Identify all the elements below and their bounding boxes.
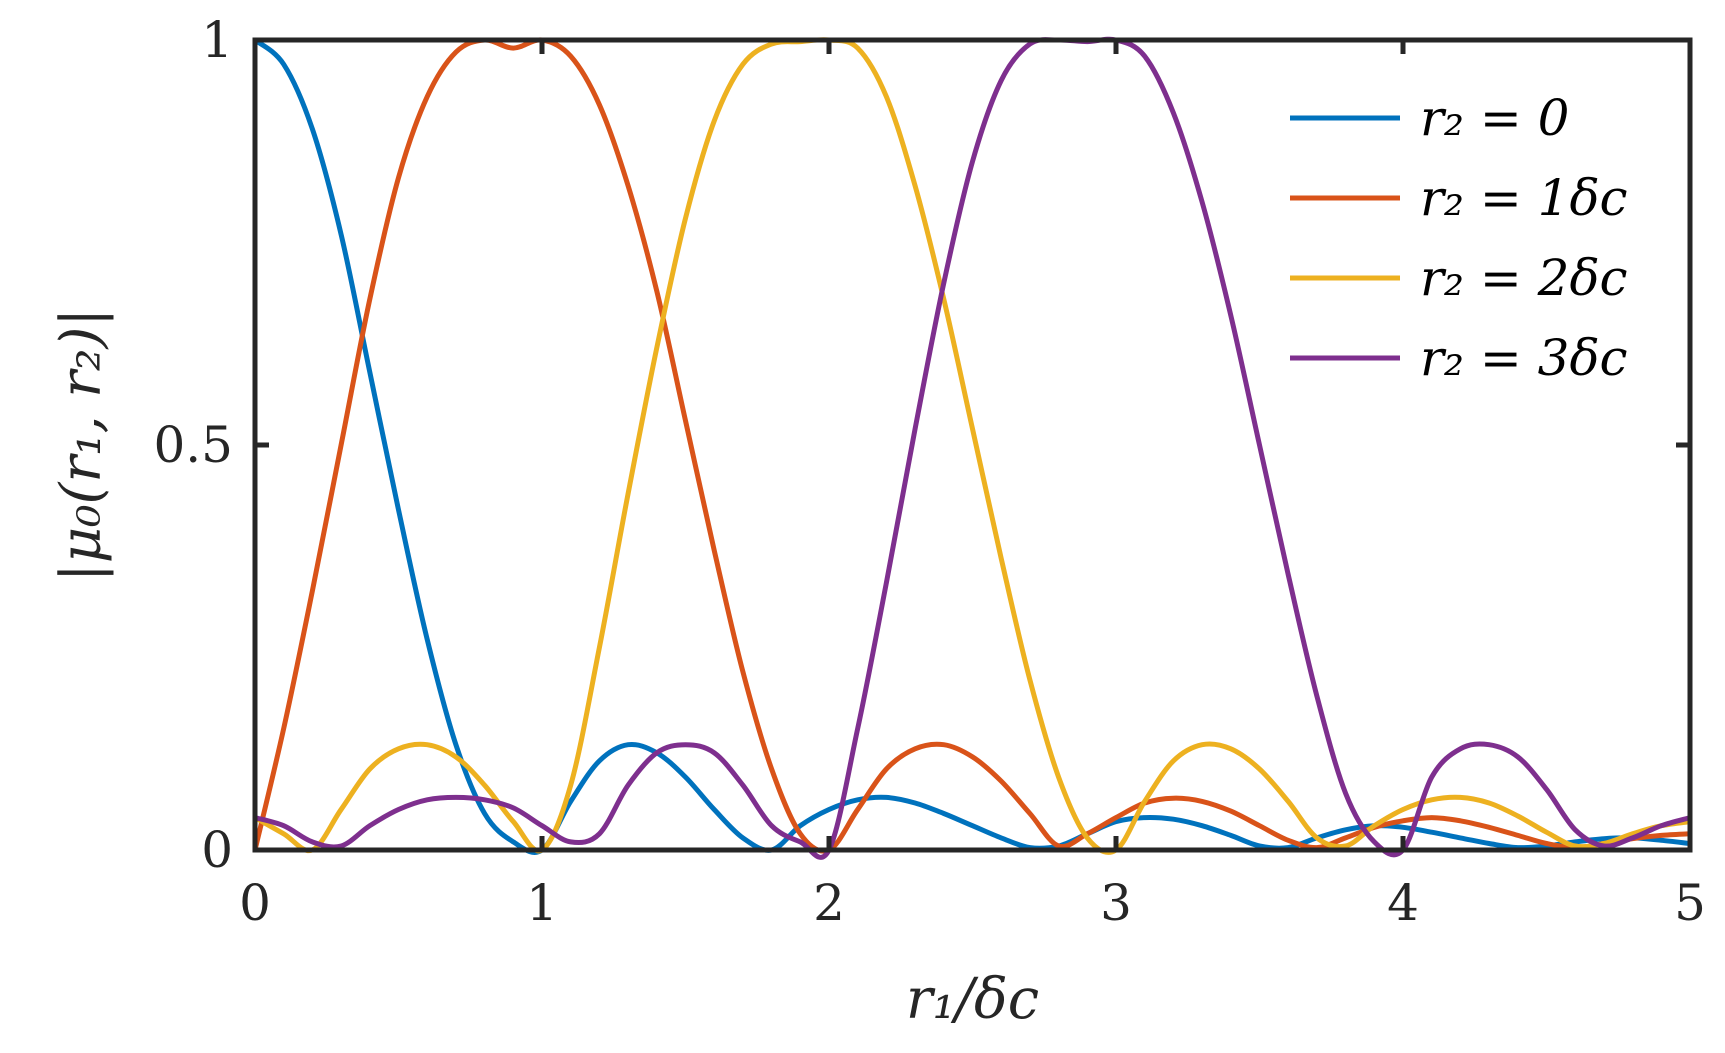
series-line-1 bbox=[252, 37, 1693, 855]
x-tick-label: 3 bbox=[1100, 874, 1132, 932]
legend-label: r₂ = 1δc bbox=[1420, 169, 1628, 227]
legend-label: r₂ = 3δc bbox=[1420, 329, 1628, 387]
legend-label: r₂ = 2δc bbox=[1420, 249, 1628, 307]
axis-tick-labels: 0 1 2 3 4 5 0 0.5 1 bbox=[153, 11, 1705, 932]
x-tick-label: 4 bbox=[1387, 874, 1419, 932]
axis-ticks bbox=[252, 37, 1693, 853]
x-tick-label: 0 bbox=[239, 874, 271, 932]
y-axis-label: |μ₀(r₁, r₂)| bbox=[49, 308, 114, 582]
x-tick-label: 5 bbox=[1674, 874, 1706, 932]
legend-label: r₂ = 0 bbox=[1420, 89, 1569, 147]
series-line-2 bbox=[252, 37, 1693, 854]
series-line-4 bbox=[252, 36, 1693, 860]
x-axis-label: r₁/δc bbox=[906, 967, 1039, 1032]
series-line-3 bbox=[252, 37, 1693, 855]
series-lines bbox=[252, 36, 1693, 860]
y-tick-label: 0.5 bbox=[153, 416, 233, 474]
y-tick-label: 0 bbox=[201, 821, 233, 879]
x-tick-label: 1 bbox=[526, 874, 558, 932]
x-tick-label: 2 bbox=[813, 874, 845, 932]
legend: r₂ = 0 r₂ = 1δc r₂ = 2δc r₂ = 3δc bbox=[1290, 89, 1628, 387]
y-tick-label: 1 bbox=[201, 11, 233, 69]
